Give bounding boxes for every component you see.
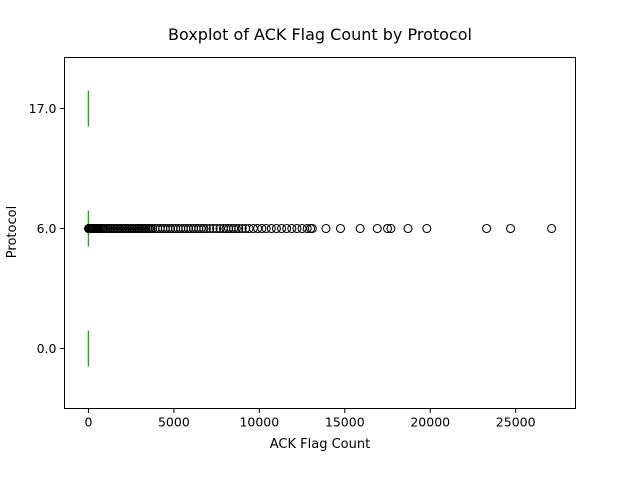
outlier-point xyxy=(212,223,222,234)
outlier-point xyxy=(292,223,302,234)
outlier-point xyxy=(276,223,287,234)
outlier-point xyxy=(282,223,292,234)
x-tick-label: 10000 xyxy=(239,415,279,430)
outlier-point xyxy=(321,223,331,234)
outlier-point xyxy=(208,223,218,234)
x-axis-ticks: 0 5000 10000 15000 20000 25000 xyxy=(84,408,536,430)
x-tick-label: 15000 xyxy=(325,415,365,430)
plot-frame xyxy=(64,57,576,409)
outlier-point xyxy=(302,223,312,234)
outlier-point xyxy=(482,223,492,234)
outlier-point xyxy=(201,223,211,234)
outliers-layer xyxy=(84,223,557,234)
outlier-point xyxy=(335,223,346,234)
outlier-point xyxy=(422,223,432,234)
outlier-point xyxy=(355,223,365,234)
outlier-point xyxy=(266,223,276,234)
outlier-point xyxy=(199,223,209,234)
x-tick-label: 20000 xyxy=(410,415,450,430)
x-tick-label: 0 xyxy=(84,415,92,430)
x-axis-label: ACK Flag Count xyxy=(270,437,370,452)
y-axis-label: Protocol xyxy=(5,206,20,258)
outlier-point xyxy=(287,223,297,234)
outlier-point xyxy=(205,223,215,234)
outlier-point xyxy=(271,223,281,234)
outlier-point xyxy=(231,223,241,234)
outlier-point xyxy=(506,223,516,234)
outlier-point xyxy=(386,223,396,234)
y-tick-label: 6.0 xyxy=(37,221,57,236)
x-tick-label: 25000 xyxy=(496,415,536,430)
outlier-point xyxy=(234,223,244,234)
outlier-point xyxy=(547,223,557,234)
chart-title: Boxplot of ACK Flag Count by Protocol xyxy=(168,25,472,44)
y-tick-label: 0.0 xyxy=(37,341,57,356)
outlier-point xyxy=(237,223,247,234)
outlier-point xyxy=(257,223,267,234)
outlier-point xyxy=(372,223,382,234)
outlier-point xyxy=(403,223,413,234)
x-tick-label: 5000 xyxy=(158,415,190,430)
outlier-point xyxy=(261,223,271,234)
y-axis-ticks: 0.0 6.0 17.0 xyxy=(29,101,65,356)
outlier-point xyxy=(382,223,393,234)
y-tick-label: 17.0 xyxy=(29,101,57,116)
outlier-point xyxy=(307,223,317,234)
